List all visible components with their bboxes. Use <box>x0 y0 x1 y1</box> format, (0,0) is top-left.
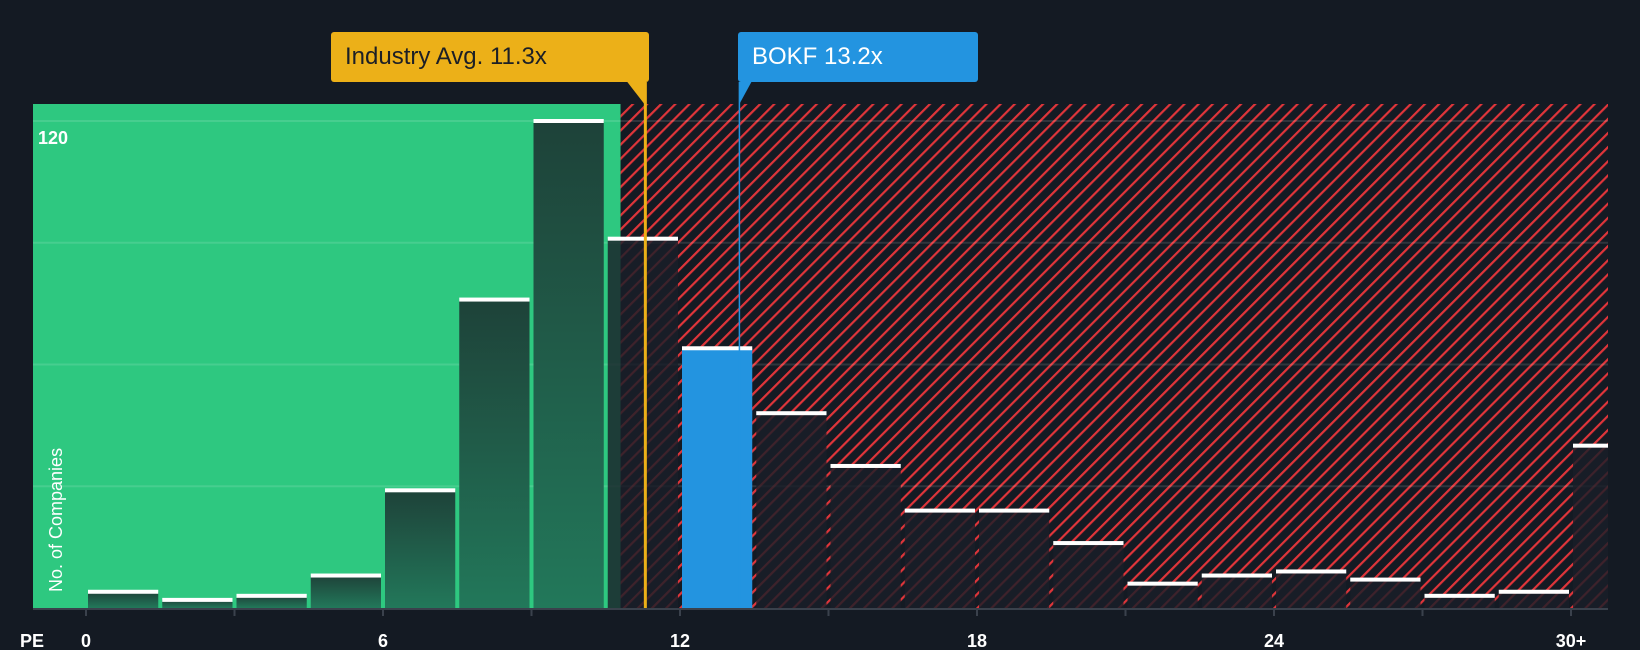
histogram-bar <box>1201 575 1272 608</box>
bar-top-marker <box>385 488 456 493</box>
histogram-bar <box>1053 543 1124 608</box>
industry-avg-label: Industry Avg. 11.3x <box>345 43 547 70</box>
bar-top-marker <box>310 573 381 578</box>
histogram-bar <box>162 599 233 608</box>
histogram-bar <box>682 348 753 608</box>
bar-top-marker <box>236 593 307 598</box>
bar-top-marker <box>682 346 753 351</box>
histogram-bar <box>607 238 678 609</box>
bar-top-marker <box>607 236 678 241</box>
y-tick-120: 120 <box>38 128 68 148</box>
histogram-bar <box>1573 445 1608 608</box>
bar-top-marker <box>459 297 530 302</box>
x-tick-label: 12 <box>670 631 690 650</box>
company-callout: BOKF 13.2x <box>738 32 978 82</box>
bar-top-marker <box>830 463 901 468</box>
histogram-bar <box>1127 583 1198 608</box>
bar-top-marker <box>1350 577 1421 582</box>
y-axis-label: No. of Companies <box>46 448 66 592</box>
bar-top-marker <box>533 119 604 123</box>
histogram-bar <box>1350 579 1421 608</box>
histogram-bar <box>1498 591 1569 608</box>
histogram-bar <box>310 575 381 608</box>
x-tick-label: 30+ <box>1556 631 1587 650</box>
bar-top-marker <box>904 508 975 513</box>
bar-top-marker <box>1498 589 1569 594</box>
histogram-bar <box>756 413 827 608</box>
histogram-bar <box>830 465 901 608</box>
x-tick-label: 24 <box>1264 631 1284 650</box>
histogram-bar <box>1424 595 1495 608</box>
bar-top-marker <box>162 597 233 602</box>
bar-top-marker <box>1127 581 1198 586</box>
bar-top-marker <box>1276 569 1347 574</box>
x-axis-label: PE <box>20 631 44 650</box>
bar-top-marker <box>1053 541 1124 546</box>
histogram-bar <box>88 591 159 608</box>
histogram-bar <box>459 299 530 608</box>
company-label: BOKF 13.2x <box>752 43 883 70</box>
x-tick-label: 0 <box>81 631 91 650</box>
histogram-bar <box>385 490 456 608</box>
x-tick-label: 18 <box>967 631 987 650</box>
bar-top-marker <box>979 508 1050 513</box>
histogram-bar <box>236 595 307 608</box>
company-pointer <box>739 82 752 104</box>
histogram-bar <box>904 510 975 608</box>
histogram-bar <box>979 510 1050 608</box>
fair-value-region <box>33 104 621 608</box>
bar-top-marker <box>1424 593 1495 598</box>
x-tick-label: 6 <box>378 631 388 650</box>
bar-top-marker <box>88 589 159 594</box>
histogram-bar <box>1276 571 1347 608</box>
histogram-bar <box>533 121 604 608</box>
industry-avg-pointer <box>627 82 645 104</box>
bar-top-marker <box>1573 443 1608 448</box>
industry-avg-callout: Industry Avg. 11.3x <box>331 32 649 82</box>
bar-top-marker <box>1201 573 1272 578</box>
bar-top-marker <box>756 411 827 416</box>
